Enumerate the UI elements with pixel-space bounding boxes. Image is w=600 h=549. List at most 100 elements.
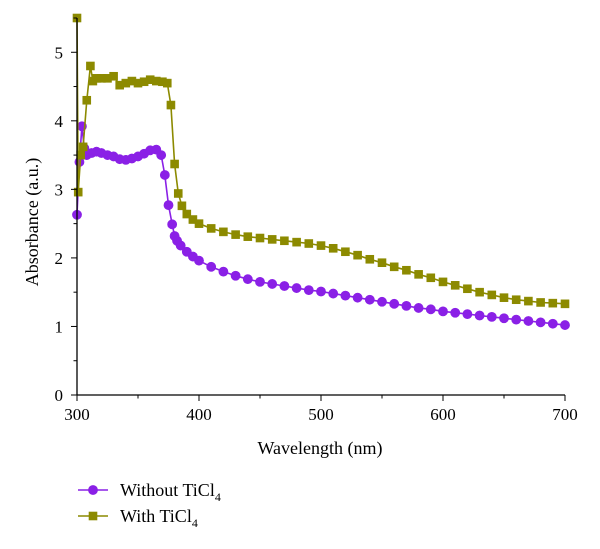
data-point	[292, 237, 301, 247]
data-point	[291, 283, 302, 293]
x-tick-label: 600	[430, 405, 456, 424]
data-point	[242, 274, 253, 285]
data-point	[73, 187, 83, 197]
x-tick-label: 500	[308, 405, 334, 424]
data-point	[243, 232, 253, 241]
data-point	[352, 292, 363, 303]
data-point	[560, 299, 570, 309]
data-point	[547, 318, 558, 329]
data-point	[255, 233, 265, 243]
legend-label-subscript: 4	[192, 516, 198, 530]
data-point	[170, 159, 179, 169]
x-axis-title: Wavelength (nm)	[257, 438, 382, 459]
data-point	[194, 255, 204, 266]
y-tick-label: 3	[55, 180, 64, 199]
legend-item: Without TiCl4	[78, 480, 221, 504]
data-point	[303, 285, 314, 296]
data-point	[353, 250, 362, 260]
data-point	[86, 61, 95, 71]
data-point	[463, 284, 472, 294]
legend-label: Without TiCl4	[120, 480, 221, 504]
data-point	[177, 201, 187, 211]
data-point	[524, 296, 533, 306]
data-point	[475, 287, 484, 297]
data-point	[328, 244, 338, 253]
x-tick-label: 700	[552, 405, 578, 424]
legend-marker	[88, 485, 98, 495]
data-point	[230, 270, 241, 281]
data-point	[548, 298, 558, 308]
series-with-ticl4	[72, 13, 570, 309]
data-point	[499, 293, 509, 302]
data-point	[425, 304, 436, 315]
data-point	[511, 314, 522, 325]
legend-label-name: Without TiCl	[120, 480, 215, 500]
series-line	[76, 17, 566, 305]
data-point	[511, 295, 521, 305]
data-point	[280, 236, 289, 246]
data-point	[474, 310, 485, 321]
data-point	[316, 286, 326, 297]
series-without-ticl4	[72, 121, 570, 330]
y-tick-label: 4	[55, 112, 64, 131]
data-point	[173, 189, 183, 198]
data-point	[438, 306, 448, 317]
x-tick-label: 300	[64, 405, 90, 424]
y-tick-label: 0	[55, 386, 64, 405]
data-point	[486, 311, 497, 322]
data-point	[219, 227, 228, 237]
data-point	[279, 281, 290, 291]
data-point	[341, 247, 350, 257]
data-point	[499, 313, 509, 324]
data-point	[159, 170, 170, 180]
data-point	[389, 262, 399, 272]
legend-label: With TiCl4	[120, 506, 198, 530]
data-point	[175, 240, 186, 251]
data-point	[166, 100, 176, 110]
data-point	[328, 288, 339, 299]
data-point	[414, 270, 423, 279]
y-tick-label: 5	[55, 43, 64, 62]
data-point	[218, 266, 229, 277]
data-point	[163, 200, 174, 211]
data-point	[304, 239, 314, 248]
data-point	[167, 219, 178, 230]
data-point	[438, 277, 448, 287]
x-tick-label: 400	[186, 405, 212, 424]
data-point	[231, 230, 240, 239]
data-point	[523, 316, 534, 326]
plot-area	[72, 13, 570, 330]
legend-item: With TiCl4	[78, 506, 198, 530]
y-tick-label: 2	[55, 249, 64, 268]
data-point	[162, 78, 172, 88]
y-tick-label: 1	[55, 317, 64, 336]
data-point	[340, 290, 351, 301]
data-point	[389, 298, 400, 309]
data-point	[402, 265, 411, 275]
data-point	[156, 150, 167, 160]
data-point	[267, 235, 277, 244]
data-point	[462, 309, 473, 320]
data-point	[267, 279, 278, 289]
y-axis-title: Absorbance (a.u.)	[22, 158, 43, 286]
data-point	[377, 258, 387, 268]
legend-label-name: With TiCl	[120, 506, 192, 526]
data-point	[364, 294, 375, 305]
data-point	[401, 300, 412, 311]
axes: 300 400 500 600 700 0 1 2 3 4 5	[55, 17, 578, 424]
data-point	[450, 281, 460, 290]
data-point	[109, 71, 118, 81]
data-point	[82, 95, 92, 105]
legend-marker	[88, 511, 98, 521]
data-point	[426, 273, 436, 283]
data-point	[206, 224, 216, 233]
data-point	[377, 296, 387, 307]
data-point	[450, 307, 461, 318]
data-point	[316, 241, 326, 250]
data-point	[76, 150, 85, 160]
data-point	[487, 290, 497, 300]
data-point	[206, 261, 217, 272]
legend-label-subscript: 4	[215, 490, 221, 504]
